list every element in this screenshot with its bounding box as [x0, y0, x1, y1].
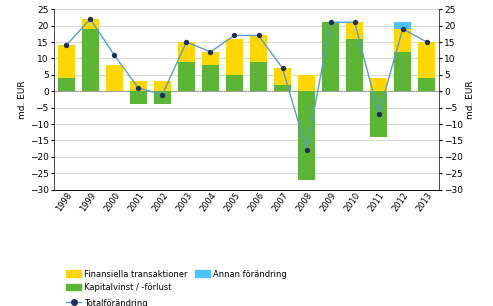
- Bar: [274, 68, 291, 85]
- Bar: [82, 19, 99, 29]
- Bar: [226, 75, 243, 91]
- Y-axis label: md. EUR: md. EUR: [18, 80, 27, 119]
- Bar: [154, 81, 171, 91]
- Point: [254, 33, 262, 38]
- Bar: [298, 75, 315, 91]
- Bar: [154, 91, 171, 104]
- Point: [86, 17, 94, 21]
- Point: [62, 43, 70, 48]
- Bar: [178, 42, 195, 62]
- Point: [207, 49, 214, 54]
- Bar: [394, 22, 411, 29]
- Point: [423, 39, 431, 44]
- Point: [351, 20, 358, 25]
- Bar: [370, 78, 387, 91]
- Bar: [274, 85, 291, 91]
- Bar: [106, 65, 123, 91]
- Bar: [250, 35, 267, 62]
- Bar: [346, 22, 363, 39]
- Point: [327, 20, 335, 25]
- Bar: [394, 52, 411, 91]
- Bar: [82, 29, 99, 91]
- Bar: [178, 62, 195, 91]
- Bar: [418, 42, 435, 78]
- Point: [399, 26, 407, 31]
- Point: [303, 148, 311, 153]
- Bar: [370, 91, 387, 137]
- Bar: [58, 78, 75, 91]
- Bar: [130, 81, 147, 91]
- Legend: Totalförändring: Totalförändring: [66, 299, 148, 306]
- Bar: [394, 29, 411, 52]
- Bar: [346, 39, 363, 91]
- Bar: [202, 52, 219, 65]
- Bar: [226, 39, 243, 75]
- Bar: [58, 45, 75, 78]
- Point: [279, 66, 286, 71]
- Point: [110, 53, 118, 58]
- Bar: [202, 65, 219, 91]
- Bar: [322, 22, 339, 91]
- Bar: [130, 91, 147, 104]
- Point: [182, 39, 190, 44]
- Bar: [298, 91, 315, 180]
- Bar: [250, 62, 267, 91]
- Point: [375, 112, 383, 117]
- Bar: [418, 78, 435, 91]
- Point: [135, 85, 142, 90]
- Point: [231, 33, 239, 38]
- Y-axis label: md. EUR: md. EUR: [466, 80, 475, 119]
- Point: [158, 92, 166, 97]
